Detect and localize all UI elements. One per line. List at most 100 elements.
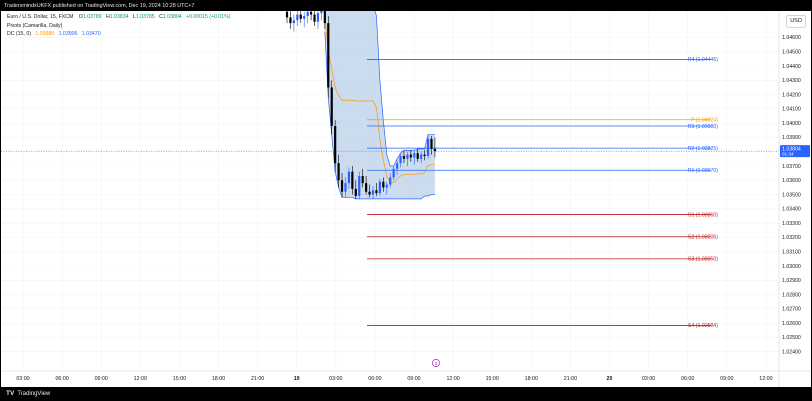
candle-body xyxy=(433,148,437,152)
candle-body xyxy=(416,153,419,159)
candle-body xyxy=(402,156,406,159)
candle-body xyxy=(330,87,333,126)
economic-event-icon[interactable]: 3 xyxy=(432,359,440,367)
symbol-row: Euro / U.S. Dollar, 15, FXCM O1.03789 H1… xyxy=(7,13,231,22)
ohlc-open-value: 1.03789 xyxy=(82,14,102,20)
candle-body xyxy=(420,154,423,159)
price-chart[interactable]: R4 (1.04446) P (1.04024)R3 (1.03980) R2 (1… xyxy=(1,11,811,387)
time-tick-label: 21:00 xyxy=(564,376,577,382)
dc-lower-value: 1.03470 xyxy=(81,31,101,38)
dc-upper-value: 1.03906 xyxy=(58,31,78,38)
pivots-indicator-label: Pivots (Camarilla, Daily) xyxy=(7,22,63,29)
event-number: 3 xyxy=(435,361,438,366)
time-tick-label: 18:00 xyxy=(212,376,225,382)
tradingview-logo-icon: TV xyxy=(6,390,15,397)
last-price-value: 1.03804 xyxy=(782,146,801,152)
time-tick-label: 12:00 xyxy=(446,376,459,382)
candle-body xyxy=(399,156,402,164)
symbol-title: Euro / U.S. Dollar, 15, FXCM xyxy=(7,14,74,20)
price-tick-label: 1.03300 xyxy=(782,221,801,227)
price-tick-label: 1.04600 xyxy=(782,35,801,41)
candle-body xyxy=(351,171,354,189)
pivot-label: S1 (1.03360) xyxy=(688,212,718,218)
time-tick-label: 09:00 xyxy=(407,376,420,382)
candle-body xyxy=(382,181,385,188)
candle-body xyxy=(385,184,388,188)
candle-body xyxy=(409,154,412,158)
candle-body xyxy=(371,190,375,195)
price-tick-label: 1.04300 xyxy=(782,78,801,84)
candle-body xyxy=(309,11,313,15)
candle-body xyxy=(361,176,364,184)
time-tick-label: 09:00 xyxy=(720,376,733,382)
candle-body xyxy=(323,11,326,24)
pivot-levels: R4 (1.04446) P (1.04024)R3 (1.03980) R2 (1… xyxy=(367,57,718,329)
candle-body xyxy=(316,13,320,22)
pivot-label: S3 (1.03050) xyxy=(688,257,718,263)
ohlc-close-value: 1.03804 xyxy=(162,14,182,20)
price-axis[interactable]: 1.04600 1.04500 1.04400 1.04300 1.04200 1.041… xyxy=(782,35,801,355)
candle-body xyxy=(296,14,299,21)
ohlc-open-label: O xyxy=(78,14,83,20)
price-tick-label: 1.04200 xyxy=(782,92,801,98)
donchian-upper-line xyxy=(374,11,435,167)
candle-body xyxy=(292,20,295,24)
dc-basis-value: 1.03688 xyxy=(35,31,55,38)
time-tick-label: 21:00 xyxy=(251,376,264,382)
price-tick-label: 1.02400 xyxy=(782,350,801,356)
dc-indicator-row[interactable]: DC (15, 0) 1.03688 1.03906 1.03470 xyxy=(7,30,231,39)
donchian-basis-line xyxy=(324,17,435,183)
candle-body xyxy=(375,190,378,194)
pivot-label: S4 (1.02584) xyxy=(688,323,718,329)
time-tick-label: 06:00 xyxy=(368,376,381,382)
price-tick-label: 1.02900 xyxy=(782,278,801,284)
candle-body xyxy=(358,176,361,196)
price-tick-label: 1.02500 xyxy=(782,335,801,341)
candle-body xyxy=(413,153,416,158)
candle-body xyxy=(392,168,395,178)
chart-frame[interactable]: R4 (1.04446) P (1.04024) R3 (1.03980) R2 (1… xyxy=(1,11,811,387)
price-tick-label: 1.04500 xyxy=(782,50,801,56)
candle-body xyxy=(334,126,337,164)
price-tick-label: 1.03100 xyxy=(782,250,801,256)
time-tick-label: 20 xyxy=(607,376,613,382)
candle-body xyxy=(340,180,344,192)
candle-body xyxy=(354,188,357,196)
ohlc-low-value: 1.03785 xyxy=(135,14,155,20)
pivot-label: R1 (1.03670) xyxy=(688,168,719,174)
price-tick-label: 1.03400 xyxy=(782,207,801,213)
price-tick-label: 1.04000 xyxy=(782,121,801,127)
price-tick-label: 1.03600 xyxy=(782,178,801,184)
ohlc-close-label: C xyxy=(159,14,163,20)
time-tick-label: 15:00 xyxy=(486,376,499,382)
candle-body xyxy=(406,154,409,159)
price-tick-label: 1.03200 xyxy=(782,235,801,241)
time-axis[interactable]: 03:00 06:00 09:00 12:00 15:00 18:00 21:00 19 03:… xyxy=(16,376,772,382)
candle-body xyxy=(306,11,309,16)
candle-body xyxy=(395,163,399,169)
last-price-badge xyxy=(780,145,810,158)
footer-brand: TV TradingView xyxy=(6,387,50,400)
last-price-countdown: 01:34 xyxy=(782,152,794,157)
price-tick-label: 1.03000 xyxy=(782,264,801,270)
currency-button[interactable]: USD xyxy=(786,15,806,28)
time-tick-label: 12:00 xyxy=(759,376,772,382)
price-tick-label: 1.02800 xyxy=(782,292,801,298)
candle-body xyxy=(389,177,392,185)
ohlc-high-value: 1.03834 xyxy=(109,14,129,20)
pivot-label: P (1.04024) xyxy=(691,118,718,124)
price-tick-label: 1.03900 xyxy=(782,135,801,141)
pivot-label: S2 (1.03205) xyxy=(688,235,718,241)
time-tick-label: 09:00 xyxy=(95,376,108,382)
candle-body xyxy=(285,11,289,18)
chart-legend: Euro / U.S. Dollar, 15, FXCM O1.03789 H1… xyxy=(7,13,231,39)
price-tick-label: 1.02700 xyxy=(782,307,801,313)
ohlc-high-label: H xyxy=(106,14,110,20)
time-tick-label: 06:00 xyxy=(55,376,68,382)
candle-body xyxy=(299,14,302,19)
pivots-indicator-row[interactable]: Pivots (Camarilla, Daily) xyxy=(7,22,231,31)
time-tick-label: 12:00 xyxy=(134,376,147,382)
candle-body xyxy=(430,138,433,149)
dc-indicator-label: DC (15, 0) xyxy=(7,31,31,38)
